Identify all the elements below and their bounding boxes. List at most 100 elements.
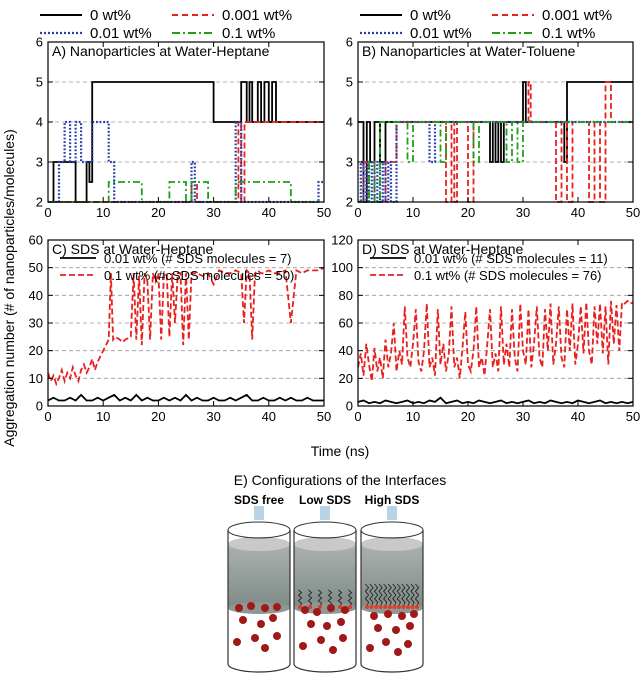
nanoparticle: [392, 626, 400, 634]
nanoparticle: [370, 612, 378, 620]
y-tick-label: 40: [29, 288, 43, 303]
nanoparticle: [261, 604, 269, 612]
sds-head: [348, 605, 352, 609]
nanoparticle: [341, 606, 349, 614]
sds-head: [396, 605, 401, 609]
series-group: [358, 81, 633, 203]
nanoparticle: [313, 608, 321, 616]
sds-head: [405, 605, 410, 609]
series-line-0: [48, 393, 324, 402]
sds-tail: [378, 583, 383, 607]
y-tick-label: 100: [331, 260, 353, 275]
tube-bottom: [293, 663, 357, 673]
y-tick-label: 30: [29, 316, 43, 331]
nanoparticle: [337, 618, 345, 626]
nanoparticle: [233, 638, 241, 646]
legend-label-01wt-left: 0.1 wt%: [222, 25, 275, 42]
series-group: [48, 266, 324, 402]
x-tick-label: 20: [151, 409, 165, 424]
panel-legend-label: 0.1 wt% (#cSDS molecules = 50): [104, 268, 294, 283]
sds-tail: [392, 583, 397, 607]
arrow-icon: [387, 506, 397, 524]
y-tick-label: 2: [346, 195, 353, 210]
nanoparticle: [398, 612, 406, 620]
series-group: [358, 299, 633, 405]
sds-head: [387, 605, 392, 609]
y-tick-label: 4: [36, 115, 43, 130]
y-tick-label: 10: [29, 371, 43, 386]
nanoparticle: [394, 648, 402, 656]
x-tick-label: 30: [206, 205, 220, 220]
panel-title: A) Nanoparticles at Water-Heptane: [52, 43, 270, 59]
x-tick-label: 20: [151, 205, 165, 220]
nanoparticle: [239, 616, 247, 624]
y-axis-label: Aggregation number (# of nanoparticles/m…: [1, 129, 17, 447]
panel-d-sds-water-heptane: 0 10 20 30 40 50 0 20 40 60 80 100 120 D) SDS at Wate…: [331, 233, 640, 425]
y-tick-label: 40: [339, 343, 353, 358]
sds-head: [365, 605, 369, 609]
tube-0: [227, 506, 291, 673]
nanoparticle: [410, 610, 418, 618]
tube-bottom: [360, 663, 424, 673]
series-line-1: [358, 299, 633, 382]
legend-left: 0 wt% 0.001 wt% 0.01 wt% 0.1 wt%: [40, 7, 292, 42]
sds-head: [318, 605, 322, 609]
panel-title: C) SDS at Water-Heptane: [52, 241, 214, 257]
sds-head: [374, 605, 379, 609]
sds-tail: [364, 583, 370, 607]
x-tick-label: 30: [516, 409, 530, 424]
panel-c-sds-water-heptane: 0 10 20 30 40 50 0 10 20 30 40 50 60 C) SDS at Water-…: [29, 233, 332, 425]
y-tick-label: 50: [29, 260, 43, 275]
sds-head: [410, 605, 415, 609]
y-tick-label: 6: [346, 35, 353, 50]
x-tick-label: 40: [571, 205, 585, 220]
nanoparticle: [384, 610, 392, 618]
oil-top-surface: [361, 537, 423, 551]
nanoparticle: [261, 644, 269, 652]
nanoparticle: [366, 644, 374, 652]
nanoparticle: [382, 638, 390, 646]
x-tick-label: 40: [571, 409, 585, 424]
y-tick-label: 60: [339, 316, 353, 331]
sds-head: [369, 605, 374, 609]
sds-tail: [337, 589, 343, 607]
sds-head: [308, 605, 312, 609]
sds-tail: [414, 583, 420, 607]
legend-label-0wt-left: 0 wt%: [90, 7, 131, 24]
tube-2: [360, 506, 424, 673]
x-axis-label: Time (ns): [311, 443, 370, 459]
tube-1: [293, 506, 357, 673]
sds-tail: [396, 583, 401, 607]
x-tick-label: 30: [206, 409, 220, 424]
sds-head: [298, 605, 302, 609]
series-line-3: [358, 121, 633, 203]
series-group: [48, 81, 324, 203]
nanoparticle: [247, 602, 255, 610]
schematic-e: E) Configurations of the Interfaces SDS …: [227, 472, 446, 673]
schematic-label-sds-free: SDS free: [234, 493, 284, 507]
y-tick-label: 60: [29, 233, 43, 248]
nanoparticle: [269, 614, 277, 622]
y-tick-label: 120: [331, 233, 353, 248]
oil-top-surface: [294, 537, 356, 551]
sds-tail: [347, 589, 353, 607]
y-tick-label: 0: [36, 399, 43, 414]
legend-right: 0 wt% 0.001 wt% 0.01 wt% 0.1 wt%: [360, 7, 612, 42]
tube-bottom: [227, 663, 291, 673]
nanoparticle: [301, 606, 309, 614]
nanoparticle: [404, 640, 412, 648]
sds-head: [392, 605, 397, 609]
sds-head: [378, 605, 383, 609]
series-line-2: [48, 120, 324, 203]
series-line-0: [358, 396, 633, 405]
nanoparticle: [307, 620, 315, 628]
sds-tail: [307, 589, 313, 607]
sds-head: [415, 605, 419, 609]
nanoparticle: [257, 620, 265, 628]
y-tick-label: 6: [36, 35, 43, 50]
sds-tail: [401, 583, 406, 607]
schematic-label-low-sds: Low SDS: [299, 493, 351, 507]
panel-a-water-heptane-nanoparticles: 0 10 20 30 40 50 2 3 4 5 6 A) Nanoparticles at Wate…: [36, 35, 331, 221]
legend-label-0001wt-left: 0.001 wt%: [222, 7, 292, 24]
